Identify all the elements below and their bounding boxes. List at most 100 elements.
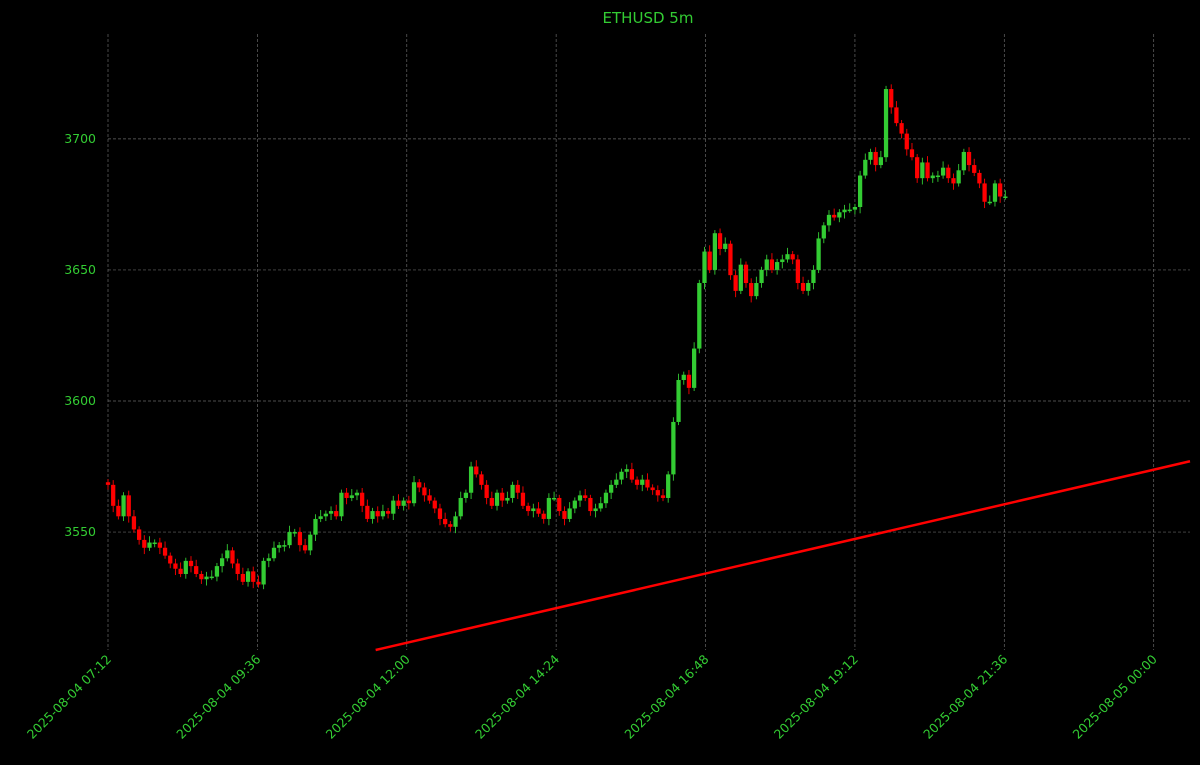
candle-body	[157, 542, 162, 548]
candle-body	[541, 513, 546, 519]
x-tick-label: 2025-08-05 00:00	[1070, 651, 1160, 741]
candle-body	[116, 505, 121, 517]
candle-body	[811, 269, 816, 284]
chart-title: ETHUSD 5m	[603, 9, 694, 27]
candle-body	[640, 479, 645, 485]
candle-body	[857, 175, 863, 208]
y-tick-label: 3550	[64, 524, 96, 539]
candle-body	[774, 262, 780, 270]
candle-body	[266, 558, 271, 561]
candle-body	[691, 348, 697, 388]
candle-body	[505, 497, 510, 501]
candle-body	[443, 518, 448, 525]
candle-body	[245, 571, 251, 582]
candle-body	[915, 157, 920, 179]
candle-body	[935, 175, 941, 178]
candle-body	[946, 167, 951, 179]
candle-body	[894, 107, 899, 124]
candle-body	[152, 542, 157, 545]
x-tick-label: 2025-08-04 14:24	[472, 651, 562, 741]
candle-body	[385, 511, 391, 514]
candle-body	[297, 532, 303, 546]
candle-body	[956, 170, 961, 184]
candle-body	[780, 259, 785, 263]
candle-body	[588, 497, 593, 512]
candle-body	[961, 151, 966, 171]
candle-body	[230, 550, 235, 564]
candle-body	[1003, 196, 1008, 199]
y-tick-label: 3700	[64, 131, 96, 146]
candle-body	[323, 513, 328, 517]
candle-body	[111, 484, 116, 506]
candle-body	[287, 532, 292, 546]
candle-body	[401, 500, 406, 506]
candle-body	[365, 505, 370, 519]
candle-body	[562, 511, 567, 519]
candle-body	[209, 576, 214, 579]
candle-body	[904, 133, 909, 150]
candle-body	[494, 492, 500, 506]
candle-body	[832, 214, 837, 218]
candle-body	[417, 482, 422, 488]
candle-body	[826, 214, 832, 226]
x-tick-label: 2025-08-04 16:48	[621, 651, 711, 741]
candle-body	[500, 492, 505, 501]
candle-body	[717, 233, 723, 249]
candle-body	[463, 492, 469, 498]
candle-body	[738, 264, 743, 291]
candle-body	[940, 167, 946, 176]
x-tick-label: 2025-08-04 21:36	[920, 651, 1010, 741]
candle-body	[515, 484, 520, 493]
candle-body	[427, 495, 432, 501]
candle-body	[806, 283, 811, 291]
candle-body	[168, 555, 173, 564]
candle-body	[199, 573, 204, 580]
candle-body	[925, 162, 930, 179]
candle-body	[551, 497, 557, 500]
candle-body	[624, 469, 629, 472]
candle-body	[479, 474, 484, 485]
candle-body	[261, 560, 266, 585]
candle-body	[126, 495, 131, 517]
candle-body	[567, 508, 572, 519]
candle-body	[666, 474, 671, 498]
candle-body	[790, 254, 795, 260]
candle-body	[816, 238, 821, 270]
candle-body	[219, 558, 225, 567]
candle-body	[235, 563, 240, 574]
candle-body	[178, 568, 183, 574]
candle-body	[603, 492, 609, 504]
candle-body	[411, 482, 417, 504]
candle-body	[136, 529, 142, 540]
candle-body	[277, 545, 282, 548]
candle-body	[121, 495, 126, 517]
candle-body	[546, 497, 552, 519]
trend-line	[375, 460, 1191, 652]
candle-body	[557, 497, 562, 512]
candle-body	[188, 560, 194, 567]
candle-body	[204, 576, 209, 580]
candle-body	[489, 497, 494, 506]
candle-body	[759, 269, 764, 284]
candle-body	[634, 479, 640, 485]
candle-body	[354, 492, 360, 496]
candle-body	[951, 178, 956, 184]
candle-body	[531, 508, 536, 512]
candle-body	[375, 511, 380, 517]
candle-body	[183, 560, 188, 574]
candle-body	[920, 162, 925, 179]
candle-body	[883, 89, 889, 158]
candle-body	[650, 487, 655, 491]
candle-body	[645, 479, 650, 488]
candle-body	[318, 516, 323, 519]
candle-body	[609, 484, 614, 493]
candle-body	[873, 151, 878, 166]
grid-layer	[107, 34, 1190, 650]
candle-body	[686, 374, 692, 388]
candle-body	[863, 159, 868, 176]
x-tick-label: 2025-08-04 09:36	[173, 651, 263, 741]
candle-body	[396, 500, 401, 506]
candle-body	[453, 516, 458, 527]
